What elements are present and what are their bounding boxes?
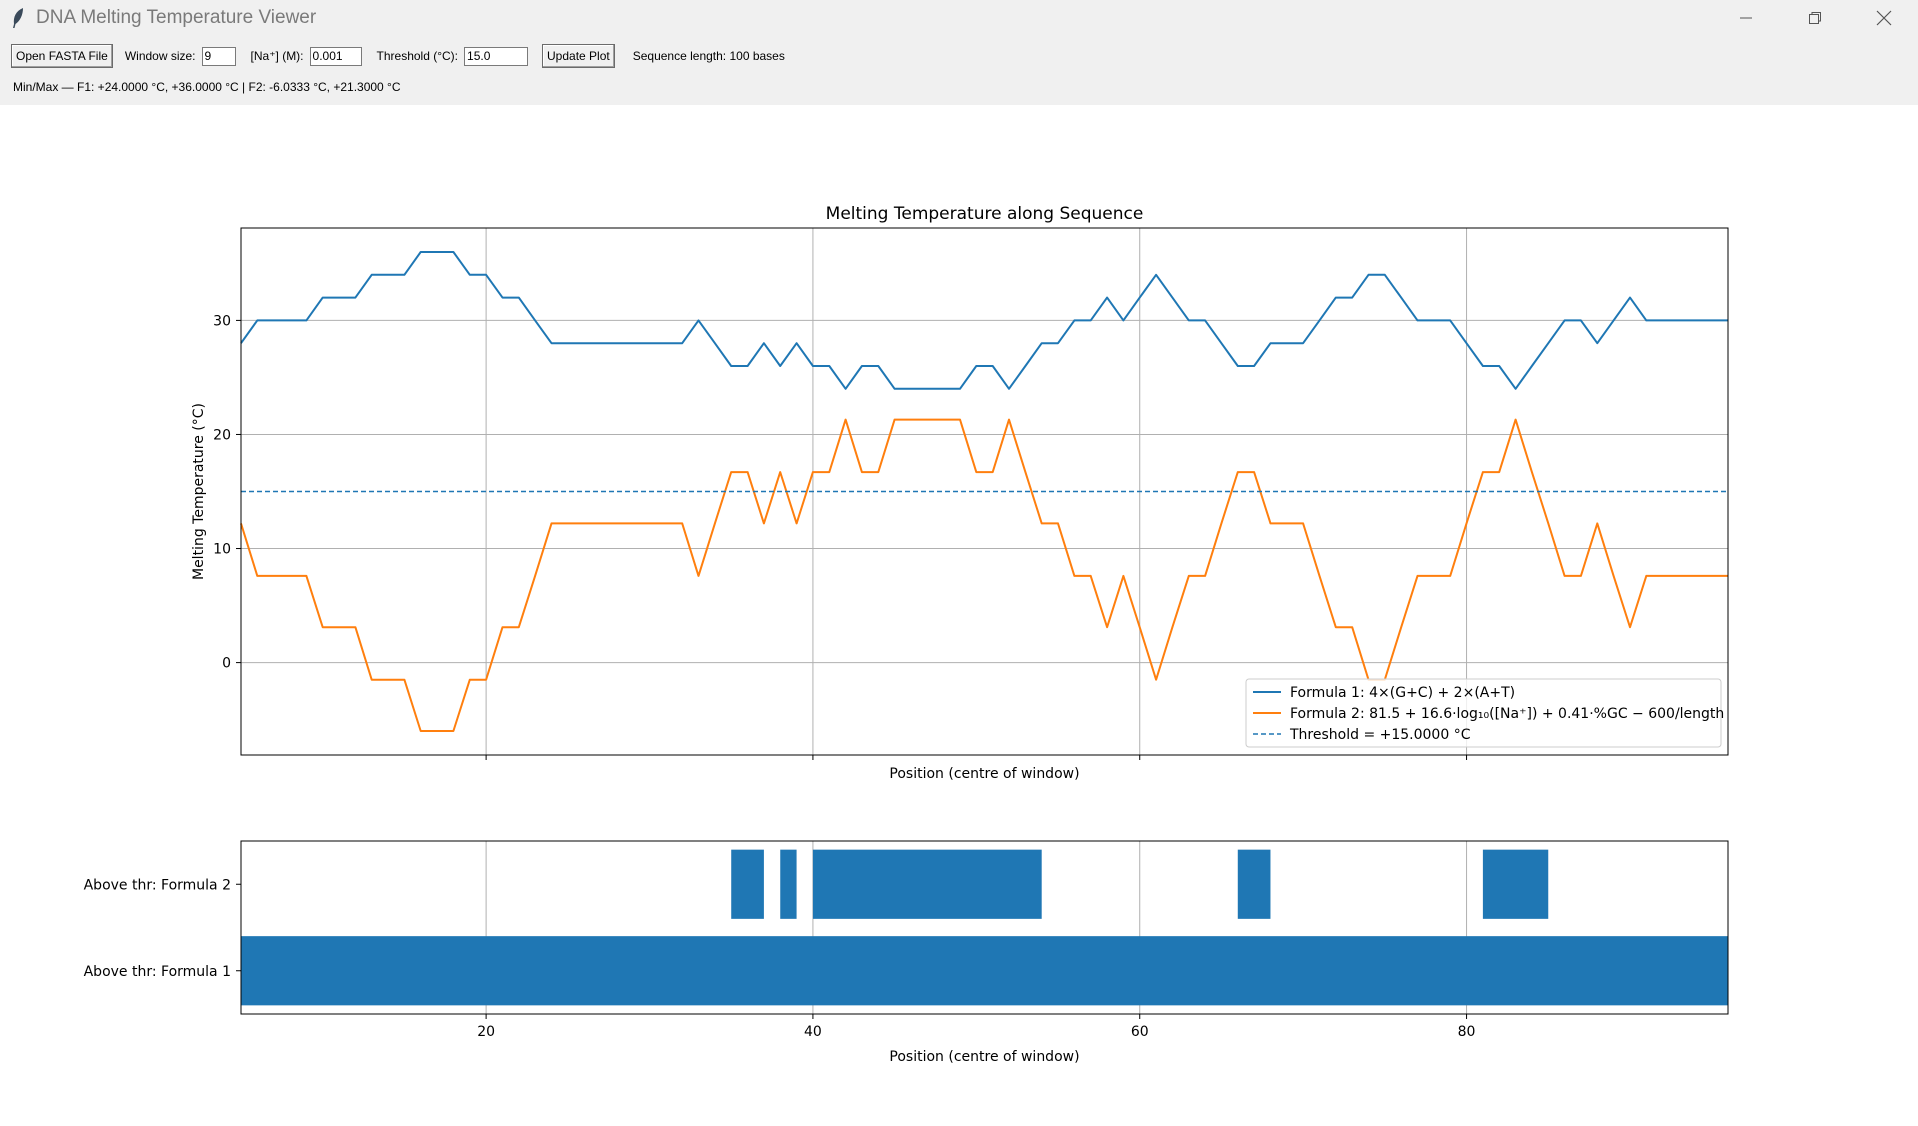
threshold-field[interactable] <box>464 46 529 66</box>
bottom-chart-yticks: Above thr: Formula 2 Above thr: Formula 1 <box>84 877 241 980</box>
top-chart-xlabel: Position (centre of window) <box>889 766 1079 782</box>
controls-row: Open FASTA File Window size: [Na⁺] (M): … <box>0 43 785 69</box>
open-fasta-button[interactable]: Open FASTA File <box>11 44 113 68</box>
na-concentration-field[interactable] <box>309 46 362 66</box>
figure-canvas: 0 10 20 30 Melting Temperature along Sequen… <box>84 204 1729 1065</box>
ytick-label: 30 <box>213 313 231 329</box>
window-size-field[interactable] <box>201 46 236 66</box>
ytick-label: 10 <box>213 542 231 558</box>
na-concentration-label: [Na⁺] (M): <box>250 49 304 63</box>
sequence-length-label: Sequence length: 100 bases <box>632 49 785 63</box>
ytick-label: 0 <box>222 656 231 672</box>
window-controls <box>1711 0 1918 35</box>
xtick-label: 80 <box>1458 1024 1476 1040</box>
top-chart-frame <box>240 227 1729 756</box>
formula2-line <box>240 418 1728 732</box>
range-bar <box>241 936 1728 1006</box>
bottom-chart-bars <box>241 849 1728 1006</box>
close-icon[interactable] <box>1849 0 1918 35</box>
window-size-label: Window size: <box>124 49 196 63</box>
bottom-chart-xticks: 20 40 60 80 <box>477 1014 1475 1040</box>
legend-box <box>1245 678 1722 748</box>
bottom-chart-frame <box>240 840 1729 1015</box>
top-chart-ylabel: Melting Temperature (°C) <box>191 403 207 580</box>
range-bar <box>731 849 764 919</box>
xtick-label: 20 <box>477 1024 495 1040</box>
range-bar <box>1237 849 1271 919</box>
minimize-icon[interactable] <box>1711 0 1780 35</box>
formula1-line <box>240 251 1728 390</box>
legend-label-formula2: Formula 2: 81.5 + 16.6·log₁₀([Na⁺]) + 0.… <box>1290 706 1724 722</box>
range-bar <box>1482 849 1549 919</box>
ytick-label: 20 <box>213 427 231 443</box>
window-title: DNA Melting Temperature Viewer <box>36 6 317 28</box>
ytick-label: Above thr: Formula 2 <box>84 877 231 893</box>
range-bar <box>780 849 797 919</box>
legend-label-threshold: Threshold = +15.0000 °C <box>1289 727 1471 743</box>
xtick-label: 60 <box>1131 1024 1149 1040</box>
update-plot-button[interactable]: Update Plot <box>542 44 615 68</box>
chart-title: Melting Temperature along Sequence <box>826 204 1144 224</box>
toolbar: Open FASTA File Window size: [Na⁺] (M): … <box>0 35 1918 105</box>
legend-label-formula1: Formula 1: 4×(G+C) + 2×(A+T) <box>1290 685 1515 701</box>
top-chart-xticks <box>485 755 1468 760</box>
chart-legend: Formula 1: 4×(G+C) + 2×(A+T) Formula 2: … <box>1245 678 1724 748</box>
feather-icon <box>4 4 32 32</box>
restore-icon[interactable] <box>1780 0 1849 35</box>
xtick-label: 40 <box>804 1024 822 1040</box>
bottom-chart-xlabel: Position (centre of window) <box>889 1049 1079 1065</box>
threshold-label: Threshold (°C): <box>376 49 459 63</box>
top-chart-grid <box>241 228 1728 755</box>
minmax-label: Min/Max — F1: +24.0000 °C, +36.0000 °C |… <box>13 80 401 94</box>
title-bar: DNA Melting Temperature Viewer <box>0 0 1918 35</box>
ytick-label: Above thr: Formula 1 <box>84 964 231 980</box>
top-chart-yticks: 0 10 20 30 <box>213 313 241 672</box>
range-bar <box>812 849 1042 919</box>
